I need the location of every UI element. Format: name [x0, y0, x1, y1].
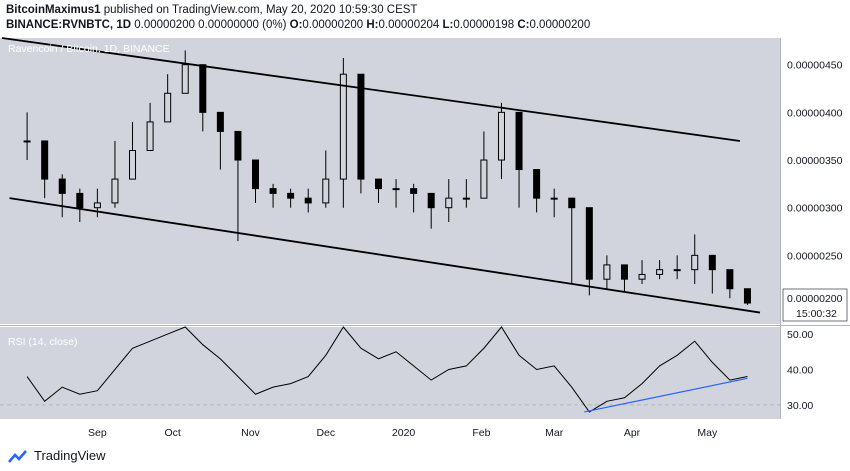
price-change: 0.00000200 0.00000000 (0%)	[134, 19, 287, 31]
ohlc-line: BINANCE:RVNBTC, 1D 0.00000200 0.00000000…	[6, 18, 590, 33]
candle-body	[585, 207, 593, 280]
candle-body	[743, 288, 751, 304]
candle-body	[603, 264, 611, 280]
open-label: O:	[289, 19, 303, 31]
y-tick-label: 0.00000450	[787, 60, 843, 72]
close-value: 0.00000200	[529, 19, 591, 31]
x-tick-label: May	[697, 427, 718, 439]
candle-body	[41, 140, 49, 180]
brand-label[interactable]: TradingView	[34, 448, 106, 463]
candle-body	[726, 269, 734, 290]
author-name[interactable]: BitcoinMaximus1	[6, 4, 101, 16]
candle-body	[199, 64, 207, 113]
candle-body	[304, 197, 312, 204]
candle-body	[93, 202, 101, 209]
candle-body	[76, 192, 84, 209]
candle-body	[164, 92, 172, 123]
x-tick-label: Oct	[165, 427, 181, 439]
open-value: 0.00000200	[302, 19, 364, 31]
candle-body	[269, 188, 277, 194]
x-tick-label: Sep	[88, 427, 107, 439]
candle-body	[480, 159, 488, 199]
rsi-y-tick-label: 30.00	[787, 400, 813, 412]
y-tick-label: 0.00000250	[787, 250, 843, 262]
candle-body	[357, 73, 365, 180]
candle-body	[691, 254, 699, 271]
publish-line: BitcoinMaximus1 published on TradingView…	[6, 3, 417, 18]
high-value: 0.00000204	[378, 19, 440, 31]
candle-body	[550, 197, 558, 200]
x-tick-label: Apr	[624, 427, 641, 439]
last-price-label: 0.00000200	[787, 293, 843, 305]
candle-body	[129, 149, 137, 180]
candle-body	[234, 130, 242, 161]
high-label: H:	[366, 19, 379, 31]
last-price-badge: 0.00000200 15:00:32	[782, 288, 848, 322]
candle-body	[181, 64, 189, 94]
tradingview-logo-icon[interactable]	[8, 449, 28, 463]
candle-body	[533, 169, 541, 199]
candle-body	[462, 197, 470, 200]
low-value: 0.00000198	[453, 19, 515, 31]
candle-body	[445, 197, 453, 209]
candle-body	[673, 269, 681, 272]
price-pane	[0, 38, 780, 324]
candle-body	[146, 121, 154, 151]
candle-body	[339, 73, 347, 180]
candle-body	[392, 188, 400, 191]
candle-body	[497, 111, 505, 161]
x-tick-label: Dec	[316, 427, 335, 439]
candle-body	[656, 269, 664, 275]
candle-body	[111, 178, 119, 204]
publish-info: published on TradingView.com, May 20, 20…	[103, 4, 418, 16]
x-tick-label: 2020	[392, 427, 416, 439]
candle-body	[58, 178, 66, 194]
candle-body	[427, 192, 435, 209]
chart-title: Ravencoin / Bitcoin, 1D, BINANCE	[8, 43, 170, 55]
rsi-pane	[0, 327, 780, 419]
candle-body	[620, 264, 628, 280]
y-tick-label: 0.00000400	[787, 107, 843, 119]
x-tick-label: Feb	[472, 427, 490, 439]
low-label: L:	[442, 19, 454, 31]
candle-body	[708, 254, 716, 271]
candle-body	[515, 111, 523, 171]
rsi-y-tick-label: 40.00	[787, 364, 813, 376]
candle-body	[23, 140, 31, 143]
rsi-line	[26, 326, 748, 413]
close-label: C:	[517, 19, 530, 31]
candle-body	[322, 178, 330, 204]
candle-body	[374, 178, 382, 190]
candle-body	[252, 159, 260, 190]
x-tick-label: Nov	[241, 427, 260, 439]
channel-trendline	[9, 197, 761, 314]
candle-body	[287, 192, 295, 199]
channel-trendline	[1, 37, 741, 142]
countdown-label: 15:00:32	[796, 308, 837, 320]
rsi-title: RSI (14, close)	[8, 336, 77, 348]
rsi-support-trendline	[584, 377, 748, 413]
footer: TradingView	[8, 448, 106, 463]
rsi-y-tick-label: 50.00	[787, 329, 813, 341]
symbol-label: BINANCE:RVNBTC, 1D	[6, 19, 132, 31]
y-tick-label: 0.00000350	[787, 155, 843, 167]
candle-body	[216, 111, 224, 132]
x-tick-label: Mar	[545, 427, 564, 439]
candle-body	[410, 188, 418, 194]
y-tick-label: 0.00000300	[787, 203, 843, 215]
candle-body	[568, 197, 576, 209]
candle-body	[638, 273, 646, 280]
